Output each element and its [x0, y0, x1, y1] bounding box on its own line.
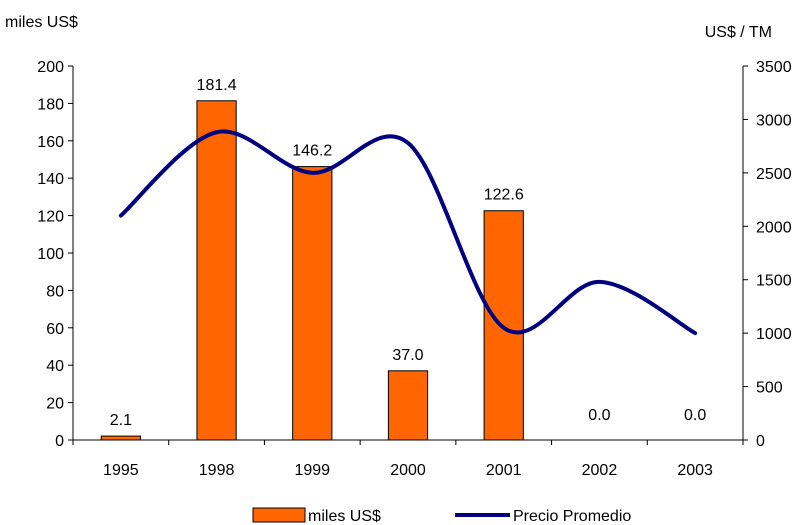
y-tick-label-left: 140	[37, 171, 64, 188]
legend-label-line: Precio Promedio	[513, 508, 631, 525]
y-axis-title-left: miles US$	[5, 14, 78, 31]
y-tick-label-right: 0	[756, 433, 765, 450]
bar-data-label: 0.0	[684, 407, 706, 424]
bar	[196, 100, 237, 441]
y-tick-label-right: 1500	[756, 273, 792, 290]
x-tick-label: 2002	[582, 462, 618, 479]
legend: miles US$ Precio Promedio	[252, 507, 631, 525]
bar-data-label: 0.0	[588, 407, 610, 424]
legend-swatch-bars	[252, 507, 306, 523]
y-tick-label-right: 3000	[756, 112, 792, 129]
y-tick-label-left: 40	[46, 358, 64, 375]
bar-data-label: 122.6	[484, 187, 524, 204]
x-tick-label: 1999	[294, 462, 330, 479]
x-tick-label: 1998	[199, 462, 235, 479]
y-tick-label-left: 120	[37, 209, 64, 226]
bar-data-labels: 2.1 181.4 146.2 37.0 122.6 0.0 0.0	[110, 77, 707, 429]
y-axis-title-right: US$ / TM	[705, 24, 772, 41]
y-tick-label-left: 60	[46, 321, 64, 338]
bar-data-label: 37.0	[392, 347, 423, 364]
bar-data-label: 146.2	[292, 143, 332, 160]
y-tick-label-right: 3500	[756, 59, 792, 76]
x-tick-label: 1995	[103, 462, 139, 479]
line-precio-promedio	[118, 129, 698, 336]
x-tick-label: 2003	[677, 462, 713, 479]
line-series	[118, 129, 698, 336]
y-tick-label-right: 2000	[756, 219, 792, 236]
y-tick-label-right: 500	[756, 380, 783, 397]
x-axis-ticks: 1995 1998 1999 2000 2001 2002 2003	[72, 440, 744, 479]
bar	[100, 435, 141, 441]
y-tick-label-right: 2500	[756, 166, 792, 183]
legend-label-bars: miles US$	[308, 508, 381, 525]
bar-data-label: 181.4	[197, 77, 237, 94]
y-tick-label-left: 0	[55, 433, 64, 450]
y-axis-ticks-right: 0 500 1000 1500 2000 2500 3000 3500	[743, 59, 792, 450]
bar	[387, 370, 429, 441]
y-tick-label-left: 20	[46, 396, 64, 413]
y-tick-label-right: 1000	[756, 326, 792, 343]
bar-series	[100, 100, 524, 441]
bar-data-label: 2.1	[110, 412, 132, 429]
x-tick-label: 2001	[486, 462, 522, 479]
x-tick-label: 2000	[390, 462, 426, 479]
y-tick-label-left: 160	[37, 134, 64, 151]
y-axis-ticks-left: 0 20 40 60 80 100 120 140 160 180 200	[37, 59, 73, 450]
bar	[292, 166, 333, 441]
y-tick-label-left: 80	[46, 283, 64, 300]
y-tick-label-left: 180	[37, 96, 64, 113]
y-tick-label-left: 200	[37, 59, 64, 76]
y-tick-label-left: 100	[37, 246, 64, 263]
